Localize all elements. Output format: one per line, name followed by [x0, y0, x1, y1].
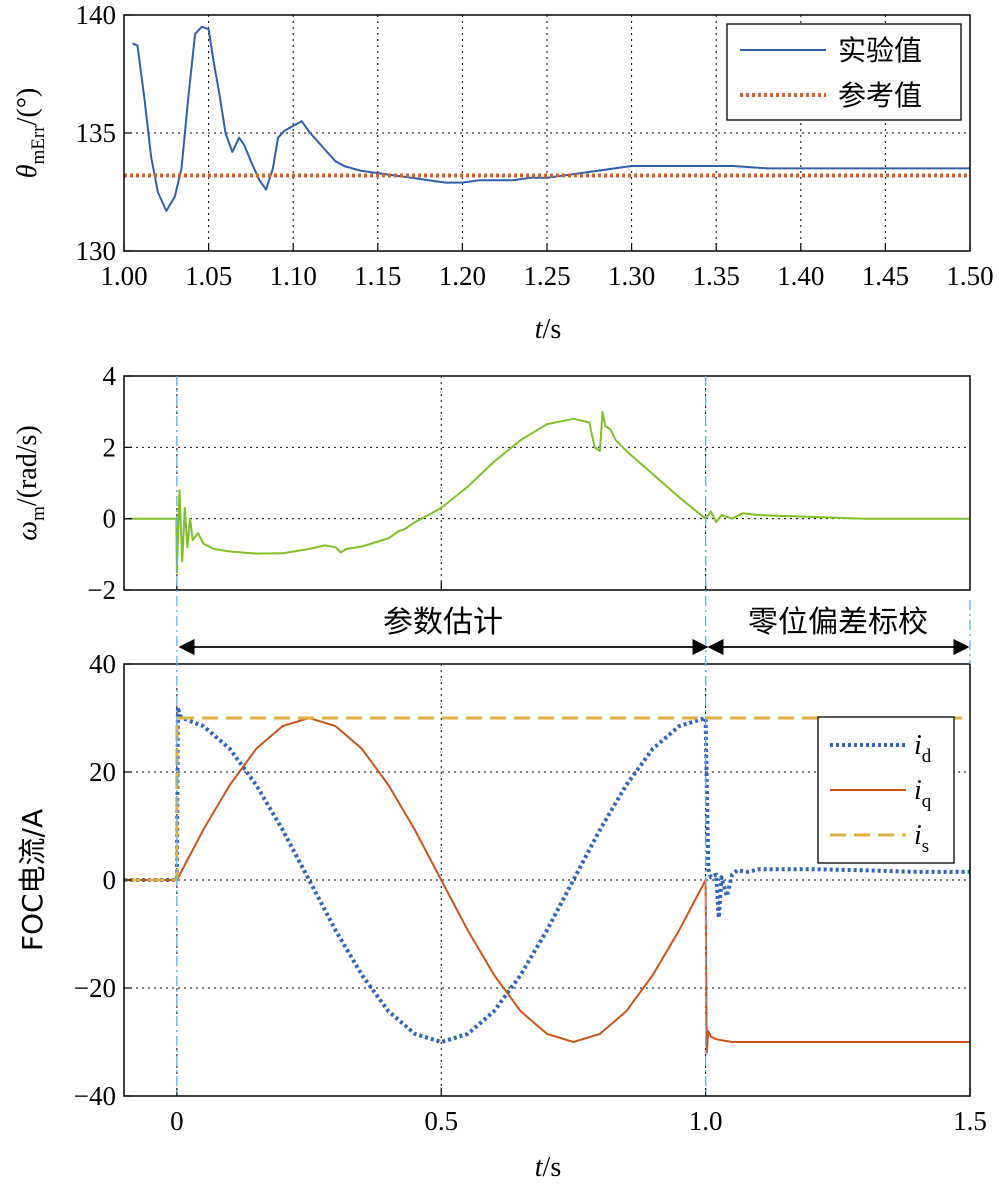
theta-xtick-label: 1.10 — [270, 261, 317, 291]
phase-markers — [176, 376, 971, 1096]
theta-xtick-label: 1.35 — [693, 261, 740, 291]
current-ylabel: FOC电流/A — [16, 809, 49, 951]
theta-xtick-label: 1.05 — [185, 261, 232, 291]
current-ytick-label: 40 — [89, 649, 116, 679]
current-legend-label-is: is — [914, 820, 929, 857]
current-xtick-label: 0.5 — [424, 1106, 458, 1136]
annotation-label-zero-calibration: 零位偏差标校 — [748, 605, 928, 640]
current-ytick-label: −20 — [74, 973, 116, 1003]
current-series-2-line — [124, 716, 970, 882]
current-xtick-label: 0 — [170, 1106, 184, 1136]
omega-plot-frame — [123, 375, 971, 591]
theta-xtick-label: 1.50 — [946, 261, 993, 291]
current-series-1-line — [124, 717, 970, 1054]
current-xlabel: t/s — [535, 1152, 561, 1183]
omega-ytick-label: −2 — [87, 575, 116, 605]
theta-legend-box — [726, 23, 962, 121]
annotation-label-parameter-estimation: 参数估计 — [383, 605, 503, 640]
phase-annotations: 参数估计 零位偏差标校 — [178, 605, 970, 656]
current-xtick-label: 1.5 — [953, 1106, 987, 1136]
omega-ytick-label: 0 — [103, 504, 117, 534]
current-legend: id iq is — [817, 716, 955, 864]
theta-ylabel: θmErr/(°) — [12, 88, 49, 178]
theta-ytick-label: 140 — [76, 0, 117, 30]
omega-ylabel: ωm/(rad/s) — [12, 425, 49, 540]
theta-xlabel: t/s — [535, 314, 561, 345]
current-ytick-label: −40 — [74, 1081, 116, 1111]
theta-chart: 1.00 1.05 1.10 1.15 1.20 1.25 1.30 1.35 1.40 1.45… — [12, 0, 994, 345]
theta-xtick-label: 1.40 — [777, 261, 824, 291]
theta-xtick-label: 1.25 — [523, 261, 570, 291]
theta-ytick-label: 130 — [76, 236, 117, 266]
theta-xtick-label: 1.20 — [439, 261, 486, 291]
theta-xtick-label: 1.45 — [862, 261, 909, 291]
current-ytick-label: 0 — [103, 865, 117, 895]
omega-chart: −2 0 2 4 ωm/(rad/s) — [12, 361, 971, 605]
theta-legend-label-reference: 参考值 — [838, 79, 922, 112]
current-series-0-line — [124, 705, 970, 1044]
current-ytick-label: 20 — [89, 757, 116, 787]
omega-ytick-label: 2 — [103, 432, 117, 462]
theta-xtick-label: 1.15 — [354, 261, 401, 291]
theta-ytick-label: 135 — [76, 118, 117, 148]
theta-xtick-label: 1.30 — [608, 261, 655, 291]
current-legend-label-iq: iq — [914, 775, 932, 812]
theta-legend-label-experimental: 实验值 — [838, 34, 922, 67]
theta-xtick-label: 1.00 — [100, 261, 147, 291]
theta-legend: 实验值 参考值 — [726, 23, 962, 121]
current-chart: 0 0.5 1.0 1.5 −40 −20 0 20 40 FOC电流/A t/s id iq … — [16, 649, 987, 1183]
current-xtick-label: 1.0 — [689, 1106, 723, 1136]
omega-series-0-line — [124, 410, 970, 574]
omega-ytick-label: 4 — [103, 361, 117, 391]
theta-series-0-line — [132, 25, 970, 212]
current-legend-label-id: id — [914, 730, 932, 767]
